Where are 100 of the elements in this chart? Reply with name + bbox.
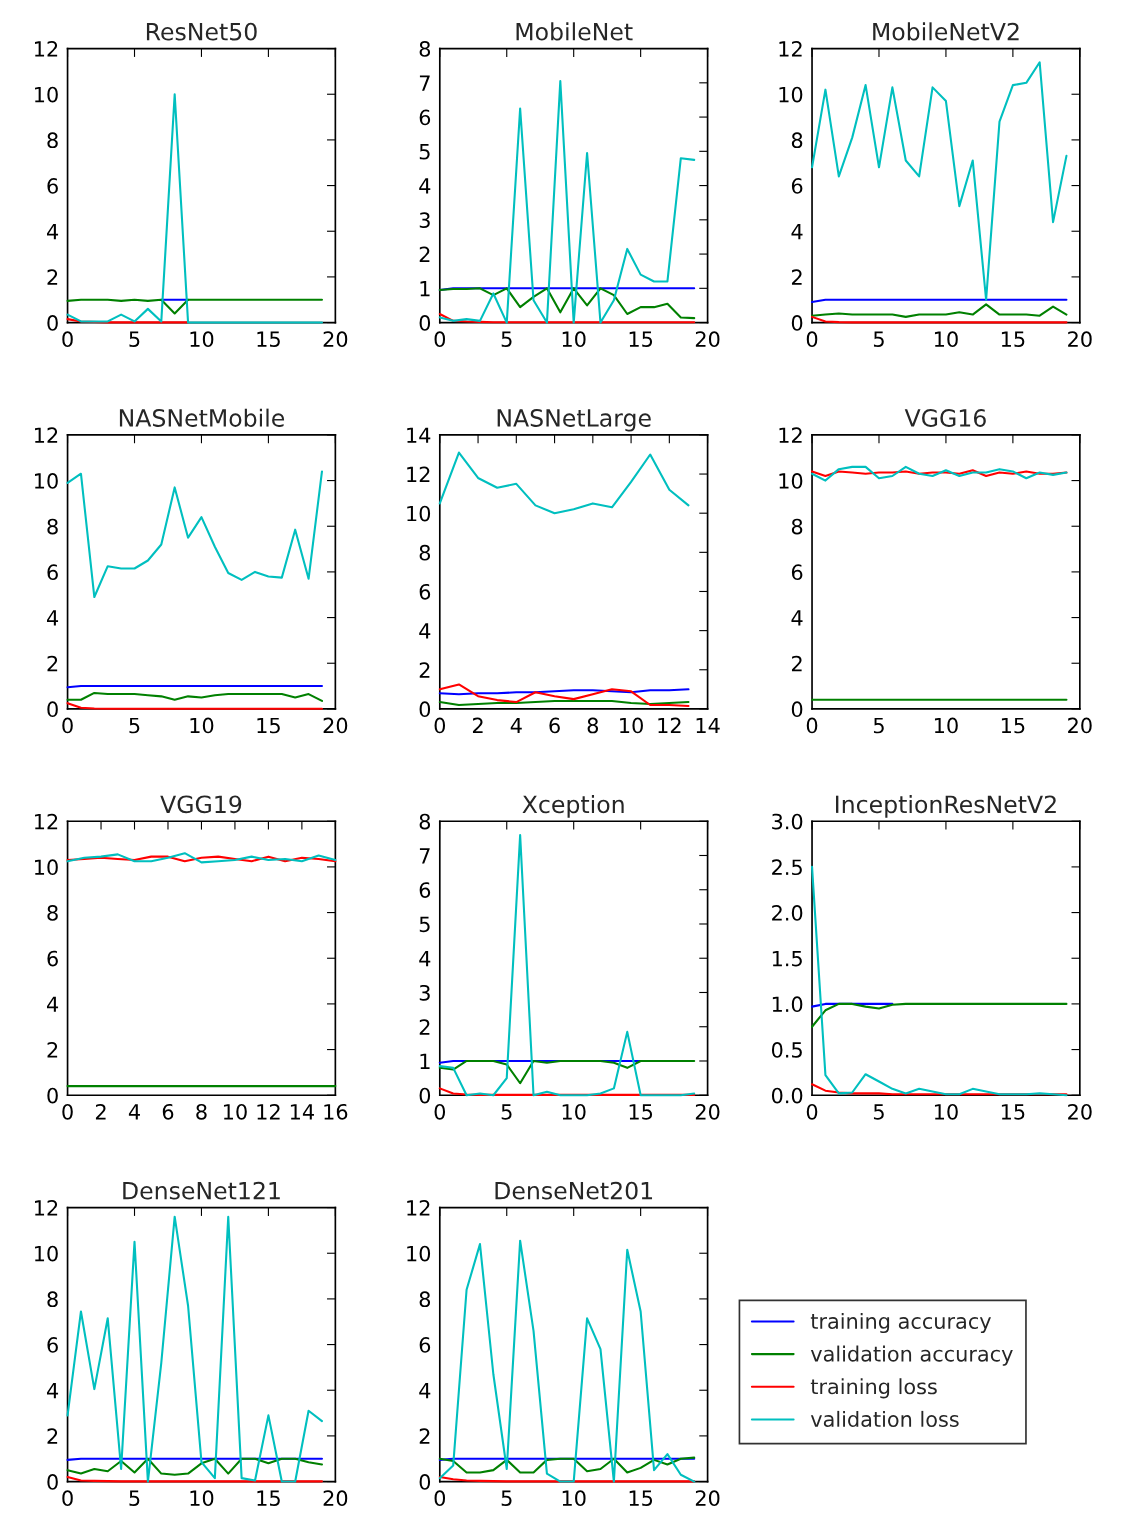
legend-label: validation accuracy	[810, 1345, 1013, 1366]
line-series	[438, 1456, 696, 1474]
x-tick-label: 14	[290, 1104, 314, 1120]
x-tick-label: 10	[934, 1103, 958, 1120]
y-tick-label: 2.0	[772, 905, 803, 921]
x-tick-label: 10	[934, 717, 958, 734]
y-tick-label: 8	[419, 41, 431, 57]
y-tick-label: 8	[47, 132, 58, 149]
y-tick-label: 12	[35, 813, 58, 830]
y-tick-label: 2	[419, 1019, 430, 1035]
line-series	[811, 865, 1068, 1097]
x-tick-label: 10	[190, 331, 214, 348]
line-series	[438, 80, 696, 324]
line-series	[438, 1239, 696, 1483]
y-tick-label: 4	[419, 950, 431, 967]
x-tick-label: 8	[196, 1103, 207, 1120]
x-tick-label: 5	[501, 1490, 512, 1507]
y-tick-label: 4	[46, 1382, 59, 1399]
y-tick-label: 12	[407, 466, 430, 482]
x-tick-label: 20	[1068, 717, 1092, 734]
line-series	[66, 1215, 324, 1483]
y-tick-label: 2	[47, 1428, 58, 1444]
y-tick-label: 2	[419, 662, 430, 678]
line-series	[438, 833, 696, 1097]
x-tick-label: 15	[257, 331, 280, 348]
y-tick-label: 0	[47, 1087, 58, 1104]
chart-title: MobileNet	[516, 22, 633, 41]
chart-title: MobileNetV2	[873, 22, 1019, 41]
x-tick-label: 0	[434, 331, 446, 348]
line-series	[66, 470, 324, 599]
x-tick-label: 0	[806, 717, 818, 734]
x-tick-label: 15	[1001, 1104, 1025, 1120]
x-tick-label: 15	[629, 1490, 653, 1507]
legend-label: training accuracy	[810, 1312, 991, 1334]
x-tick-label: 0	[62, 717, 73, 734]
x-tick-label: 15	[1001, 331, 1025, 348]
y-tick-label: 0	[47, 1474, 58, 1490]
x-tick-label: 15	[629, 331, 653, 348]
y-tick-label: 12	[35, 427, 58, 443]
x-tick-label: 5	[873, 1104, 884, 1120]
x-tick-label: 5	[501, 1104, 512, 1120]
y-tick-label: 8	[419, 1291, 431, 1308]
x-tick-label: 15	[1001, 717, 1025, 734]
x-tick-label: 12	[257, 1103, 280, 1120]
x-tick-label: 5	[873, 717, 884, 734]
y-tick-label: 0	[791, 701, 803, 718]
legend-label: training loss	[810, 1378, 937, 1399]
y-tick-label: 6	[419, 109, 431, 126]
chart-title: NASNetLarge	[497, 409, 651, 432]
x-tick-label: 20	[695, 1490, 720, 1507]
y-tick-label: 6	[47, 950, 58, 967]
chart-title: NASNetMobile	[119, 408, 285, 427]
x-tick-label: 10	[190, 1490, 214, 1507]
y-tick-label: 4	[791, 223, 803, 240]
x-tick-label: 10	[562, 331, 586, 348]
x-tick-label: 4	[510, 717, 522, 734]
chart-title: ResNet50	[146, 22, 257, 41]
line-series	[438, 451, 690, 515]
x-tick-label: 2	[472, 717, 483, 734]
y-tick-label: 8	[47, 518, 58, 535]
y-tick-label: 0	[419, 1474, 431, 1490]
x-tick-label: 20	[695, 1103, 720, 1120]
chart-title: VGG19	[160, 795, 242, 814]
x-tick-label: 5	[129, 1490, 140, 1507]
y-tick-label: 0.0	[771, 1087, 803, 1104]
y-tick-label: 8	[791, 518, 803, 535]
y-tick-label: 4	[419, 1382, 431, 1399]
line-series	[811, 1002, 1068, 1028]
y-tick-label: 6	[791, 564, 803, 581]
x-tick-label: 10	[620, 717, 643, 734]
y-tick-label: 0	[791, 315, 803, 331]
y-tick-label: 12	[35, 1200, 58, 1216]
x-tick-label: 10	[190, 717, 214, 734]
line-series	[438, 287, 696, 320]
y-tick-label: 2	[47, 269, 58, 285]
x-tick-label: 15	[257, 717, 280, 734]
y-tick-label: 6	[47, 564, 58, 581]
x-tick-label: 5	[873, 331, 884, 348]
x-tick-label: 5	[129, 717, 140, 734]
y-tick-label: 3	[419, 984, 430, 1001]
x-tick-label: 0	[62, 1103, 73, 1120]
chart-title: DenseNet201	[495, 1181, 653, 1200]
line-series	[66, 1457, 324, 1476]
chart-title: InceptionResNetV2	[836, 794, 1056, 818]
y-tick-label: 12	[779, 41, 802, 57]
y-tick-label: 6	[47, 1337, 58, 1353]
y-tick-label: 6	[419, 1337, 431, 1353]
x-tick-label: 20	[323, 717, 348, 734]
y-tick-label: 10	[35, 859, 58, 876]
y-tick-label: 3	[419, 212, 430, 229]
y-tick-label: 4	[419, 623, 431, 639]
x-tick-label: 5	[129, 331, 140, 348]
y-tick-label: 1.5	[772, 950, 802, 967]
x-tick-label: 15	[629, 1104, 653, 1120]
y-tick-label: 7	[419, 848, 430, 864]
x-tick-label: 5	[501, 331, 512, 348]
y-tick-label: 12	[407, 1200, 430, 1216]
y-tick-label: 6	[47, 178, 58, 194]
y-tick-label: 10	[779, 473, 803, 489]
line-series	[811, 465, 1068, 482]
